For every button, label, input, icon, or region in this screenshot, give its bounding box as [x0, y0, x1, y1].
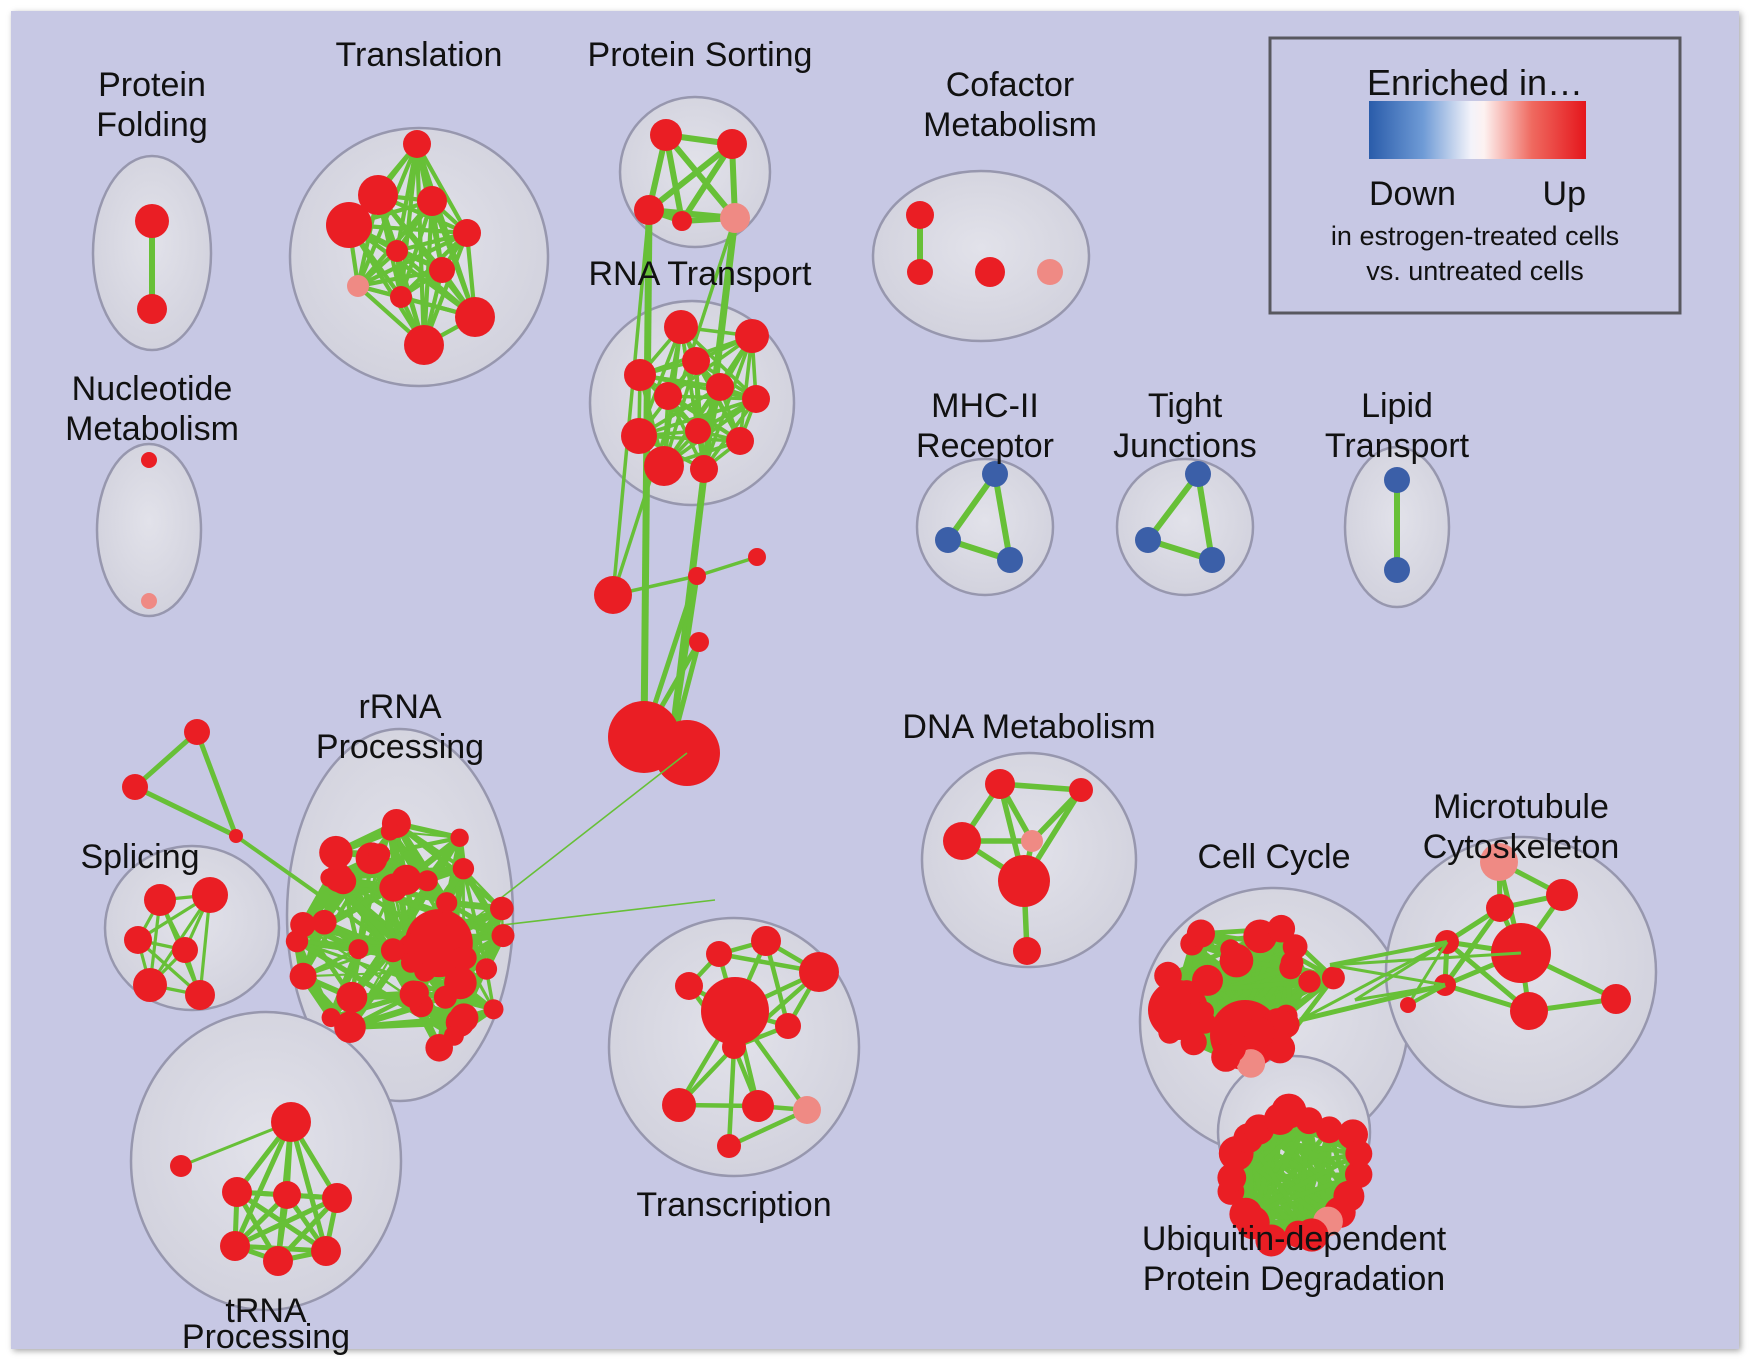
- svg-text:Ubiquitin-dependent: Ubiquitin-dependent: [1142, 1220, 1447, 1258]
- svg-text:Protein Degradation: Protein Degradation: [1143, 1260, 1445, 1298]
- svg-text:Tight: Tight: [1148, 387, 1223, 425]
- svg-text:Microtubule: Microtubule: [1433, 788, 1609, 826]
- svg-text:Junctions: Junctions: [1113, 427, 1257, 465]
- svg-text:rRNA: rRNA: [358, 688, 441, 726]
- svg-text:Processing: Processing: [182, 1318, 350, 1356]
- svg-text:Nucleotide: Nucleotide: [72, 370, 233, 408]
- svg-text:Cofactor: Cofactor: [946, 66, 1075, 104]
- svg-text:Protein: Protein: [98, 66, 206, 104]
- svg-text:Translation: Translation: [336, 36, 503, 74]
- svg-text:Protein Sorting: Protein Sorting: [588, 36, 813, 74]
- svg-text:Down: Down: [1369, 175, 1456, 213]
- svg-text:Cell Cycle: Cell Cycle: [1197, 838, 1350, 876]
- svg-text:vs. untreated cells: vs. untreated cells: [1366, 256, 1584, 286]
- svg-text:Cytoskeleton: Cytoskeleton: [1423, 828, 1620, 866]
- svg-text:MHC-II: MHC-II: [931, 387, 1039, 425]
- svg-text:RNA Transport: RNA Transport: [589, 255, 813, 293]
- svg-text:Lipid: Lipid: [1361, 387, 1433, 425]
- svg-text:Metabolism: Metabolism: [923, 106, 1097, 144]
- svg-text:in estrogen-treated cells: in estrogen-treated cells: [1331, 221, 1619, 251]
- svg-text:Metabolism: Metabolism: [65, 410, 239, 448]
- svg-text:Folding: Folding: [96, 106, 208, 144]
- svg-text:Transcription: Transcription: [636, 1186, 831, 1224]
- svg-text:Up: Up: [1543, 175, 1586, 213]
- svg-text:DNA Metabolism: DNA Metabolism: [902, 708, 1155, 746]
- svg-text:Transport: Transport: [1325, 427, 1470, 465]
- svg-text:Enriched in…: Enriched in…: [1367, 62, 1583, 103]
- svg-text:Splicing: Splicing: [80, 838, 199, 876]
- svg-text:Processing: Processing: [316, 728, 484, 766]
- svg-text:Receptor: Receptor: [916, 427, 1054, 465]
